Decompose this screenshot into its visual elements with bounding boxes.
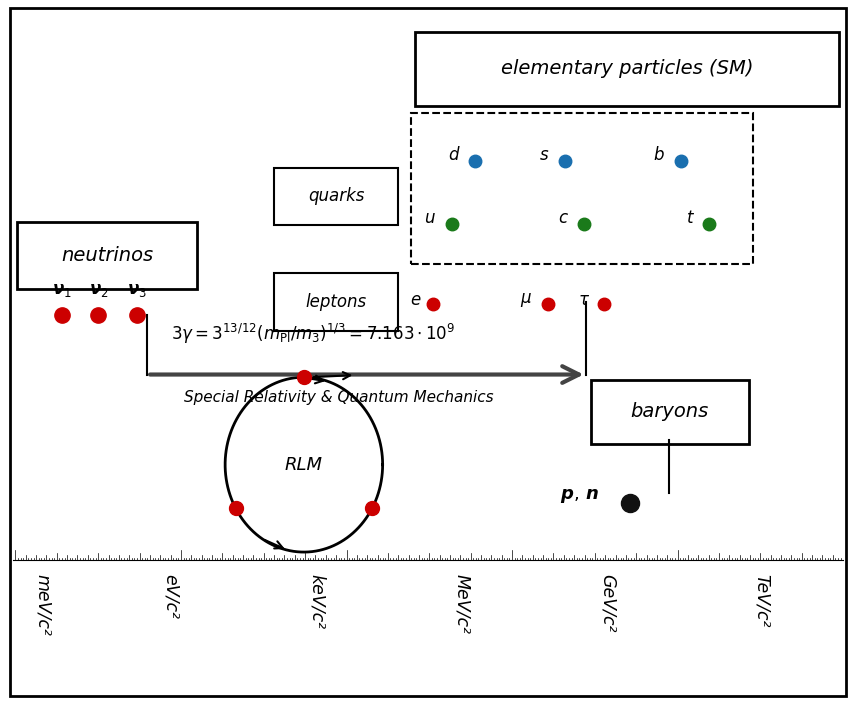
Text: u: u (425, 209, 435, 227)
Text: meV/c²: meV/c² (33, 574, 52, 636)
FancyBboxPatch shape (274, 273, 398, 331)
Text: $3\gamma = 3^{13/12}(m_{\mathrm{Pl}}/m_3)^{1/3} = 7.163\cdot10^9$: $3\gamma = 3^{13/12}(m_{\mathrm{Pl}}/m_3… (171, 322, 455, 346)
Text: neutrinos: neutrinos (61, 246, 153, 265)
Text: $\tau$: $\tau$ (578, 291, 590, 309)
Text: t: t (687, 209, 693, 227)
Text: Special Relativity & Quantum Mechanics: Special Relativity & Quantum Mechanics (184, 390, 494, 406)
Text: keV/c²: keV/c² (307, 574, 326, 629)
Text: GeV/c²: GeV/c² (598, 574, 617, 632)
Text: e: e (410, 291, 420, 309)
Text: $\boldsymbol{\nu}_2$: $\boldsymbol{\nu}_2$ (88, 281, 109, 299)
Text: RLM: RLM (285, 455, 323, 474)
Text: MeV/c²: MeV/c² (453, 574, 472, 634)
Text: baryons: baryons (631, 403, 709, 421)
Text: elementary particles (SM): elementary particles (SM) (501, 59, 753, 78)
Text: $\boldsymbol{\nu}_3$: $\boldsymbol{\nu}_3$ (127, 281, 147, 299)
FancyBboxPatch shape (415, 32, 839, 106)
Text: eV/c²: eV/c² (162, 574, 181, 619)
FancyBboxPatch shape (411, 113, 753, 264)
FancyBboxPatch shape (274, 168, 398, 225)
Text: TeV/c²: TeV/c² (752, 574, 771, 627)
Text: b: b (654, 146, 664, 164)
FancyBboxPatch shape (17, 222, 197, 289)
Text: d: d (449, 146, 459, 164)
Text: quarks: quarks (308, 187, 364, 206)
FancyBboxPatch shape (591, 380, 749, 444)
Text: s: s (540, 146, 549, 164)
Text: c: c (558, 209, 568, 227)
Text: $\boldsymbol{p}$$\boldsymbol{,\,n}$: $\boldsymbol{p}$$\boldsymbol{,\,n}$ (560, 487, 599, 505)
Text: leptons: leptons (306, 293, 366, 311)
Text: $\boldsymbol{\nu}_1$: $\boldsymbol{\nu}_1$ (51, 281, 72, 299)
Text: $\mu$: $\mu$ (520, 291, 532, 309)
